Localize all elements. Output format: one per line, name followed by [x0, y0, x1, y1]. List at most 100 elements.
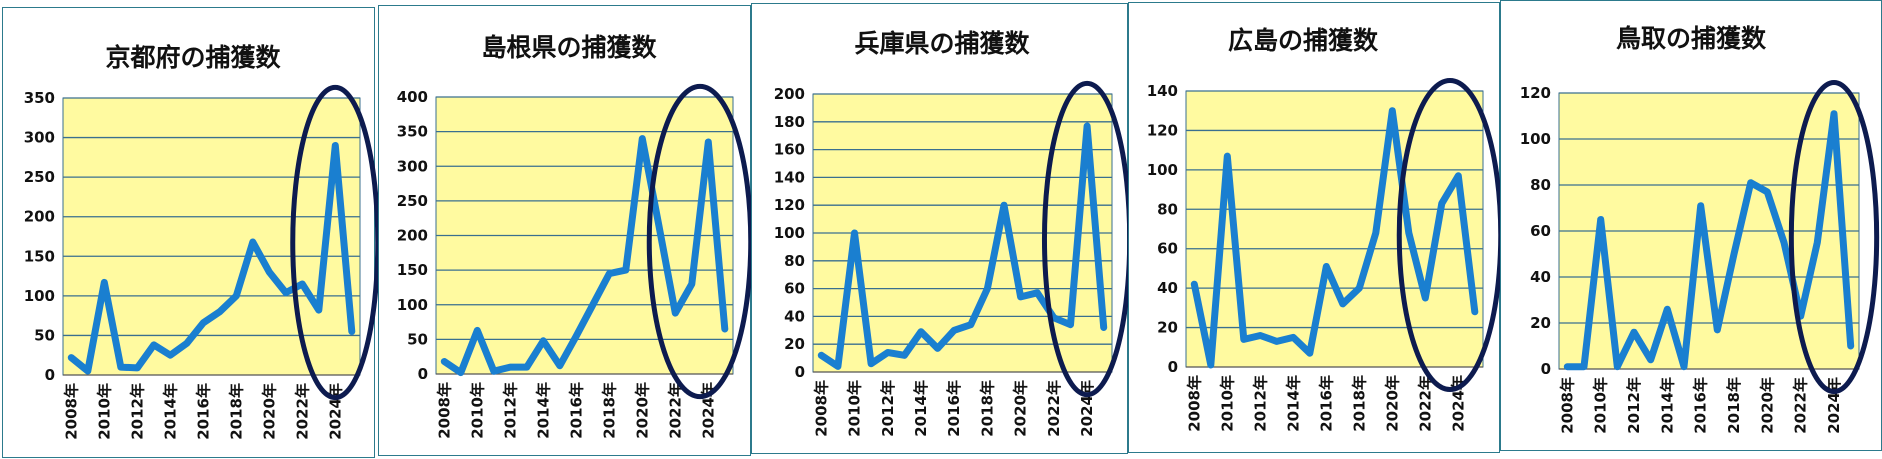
data-point: [689, 281, 695, 287]
x-tick-label: 2022年: [1416, 375, 1434, 432]
x-tick-label: 2022年: [1792, 377, 1810, 434]
data-point: [968, 322, 974, 328]
x-tick-label: 2008年: [62, 383, 80, 440]
data-point: [1084, 123, 1090, 129]
x-tick-label: 2014年: [534, 382, 552, 439]
data-point: [818, 352, 824, 358]
y-tick-label: 0: [795, 363, 805, 381]
chart-panel-tottori: 鳥取の捕獲数 0 20 40 60 80 100 120 2008年 2010年 2012年 201…: [1500, 0, 1882, 451]
data-point: [524, 364, 530, 370]
data-point: [233, 293, 239, 299]
data-point: [1748, 180, 1754, 186]
y-tick-label: 200: [774, 85, 805, 103]
data-point: [885, 350, 891, 356]
y-tick-label: 80: [1530, 176, 1551, 194]
x-tick-label: 2012年: [1625, 377, 1643, 434]
data-point: [656, 222, 662, 228]
y-tick-label: 400: [397, 88, 428, 106]
x-tick-label: 2016年: [194, 383, 212, 440]
data-point: [167, 352, 173, 358]
y-tick-label: 80: [784, 252, 805, 270]
data-point: [474, 327, 480, 333]
data-point: [118, 364, 124, 370]
x-tick-label: 2024年: [1825, 377, 1843, 434]
series-line: [1190, 107, 1479, 369]
y-tick-label: 350: [397, 123, 428, 141]
data-point: [1356, 285, 1362, 291]
y-tick-label: 0: [45, 366, 55, 384]
y-tick-label: 60: [1530, 222, 1551, 240]
data-point: [332, 142, 338, 148]
x-tick-label: 2014年: [912, 380, 930, 437]
x-tick-label: 2010年: [1218, 375, 1236, 432]
x-tick-label: 2018年: [1725, 377, 1743, 434]
chart-title: 京都府の捕獲数: [105, 43, 281, 72]
data-point: [1018, 294, 1024, 300]
data-point: [266, 269, 272, 275]
chart-shimane: 島根県の捕獲数 0 50 100 150 200 250 300 350 400 2008年 201…: [397, 33, 754, 439]
series-line: [817, 122, 1108, 370]
y-tick-label: 20: [1157, 319, 1178, 337]
data-point: [852, 230, 858, 236]
data-point: [507, 364, 513, 370]
x-tick-label: 2010年: [95, 383, 113, 440]
data-point: [1422, 295, 1428, 301]
data-point: [1101, 325, 1107, 331]
x-tick-label: 2008年: [1558, 377, 1576, 434]
data-point: [590, 302, 596, 308]
data-point: [1241, 336, 1247, 342]
y-tick-label: 40: [1157, 279, 1178, 297]
data-point: [134, 365, 140, 371]
y-tick-label: 100: [24, 287, 55, 305]
data-point: [1831, 111, 1837, 117]
y-tick-label: 80: [1157, 200, 1178, 218]
y-tick-label: 50: [407, 330, 428, 348]
data-point: [1472, 309, 1478, 315]
highlight-ellipse: [1788, 79, 1880, 395]
data-point: [951, 327, 957, 333]
data-point: [458, 370, 464, 376]
data-point: [705, 139, 711, 145]
data-point: [1307, 350, 1313, 356]
data-point: [1814, 240, 1820, 245]
data-point: [623, 267, 629, 273]
series-line: [440, 135, 729, 377]
y-tick-label: 40: [784, 307, 805, 325]
x-tick-label: 2018年: [600, 382, 618, 439]
y-tick-label: 120: [1147, 121, 1178, 139]
data-point: [1614, 364, 1620, 370]
data-point: [1340, 301, 1346, 307]
x-tick-label: 2008年: [435, 382, 453, 439]
x-tick-label: 2020年: [260, 383, 278, 440]
chart-title: 広島の捕獲数: [1228, 26, 1379, 55]
data-point: [184, 340, 190, 346]
chart-hiroshima: 広島の捕獲数 0 20 40 60 80 100 120 140 2008年 2010年 2012年…: [1147, 26, 1504, 432]
data-point: [868, 361, 874, 367]
y-tick-label: 150: [397, 261, 428, 279]
data-point: [557, 363, 563, 369]
data-point: [540, 338, 546, 344]
y-tick-label: 250: [397, 192, 428, 210]
x-tick-label: 2010年: [468, 382, 486, 439]
data-point: [85, 368, 91, 374]
data-point: [1848, 343, 1854, 349]
y-tick-label: 140: [774, 168, 805, 186]
x-tick-label: 2022年: [293, 383, 311, 440]
data-point: [722, 326, 728, 332]
plot-area: [62, 97, 361, 376]
y-tick-label: 100: [774, 224, 805, 242]
data-point: [1406, 230, 1412, 236]
x-tick-label: 2016年: [567, 382, 585, 439]
data-point: [200, 320, 206, 326]
chart-panel-kyoto: 京都府の捕獲数 0 50 100 150 200 250 300 350 2008年 2010年 2…: [2, 7, 381, 458]
data-point: [316, 307, 322, 313]
y-tick-label: 0: [1168, 358, 1178, 376]
y-tick-label: 0: [418, 365, 428, 383]
data-point: [217, 309, 223, 315]
data-point: [1714, 327, 1720, 333]
y-tick-label: 100: [397, 296, 428, 314]
data-point: [349, 328, 355, 334]
x-tick-label: 2024年: [1078, 380, 1096, 437]
data-point: [1034, 290, 1040, 296]
data-point: [1067, 322, 1073, 328]
